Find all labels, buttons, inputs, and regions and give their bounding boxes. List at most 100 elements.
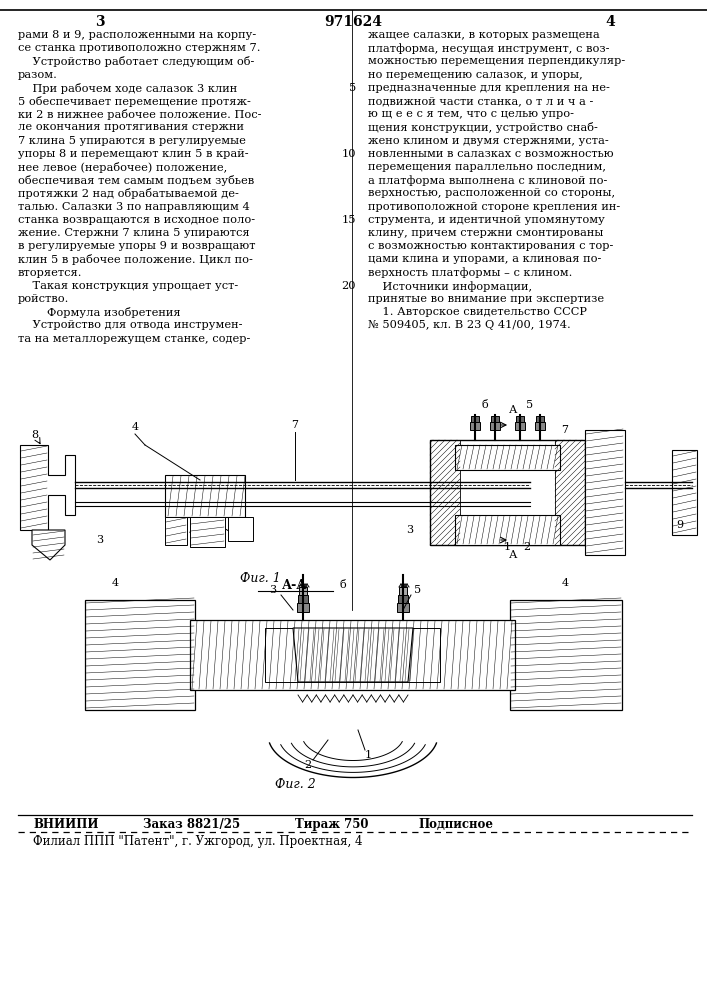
Text: 3: 3 [407, 525, 414, 535]
Text: а платформа выполнена с клиновой по-: а платформа выполнена с клиновой по- [368, 175, 607, 186]
Text: жащее салазки, в которых размещена: жащее салазки, в которых размещена [368, 30, 600, 40]
Text: перемещения параллельно последним,: перемещения параллельно последним, [368, 162, 606, 172]
Text: щения конструкции, устройство снаб-: щения конструкции, устройство снаб- [368, 122, 598, 133]
Bar [455, 515, 560, 545]
Text: 5: 5 [527, 400, 534, 410]
Text: 8: 8 [31, 430, 39, 440]
Bar [585, 430, 625, 555]
Text: Фиг. 2: Фиг. 2 [274, 778, 315, 791]
Text: верхность платформы – с клином.: верхность платформы – с клином. [368, 268, 573, 278]
Text: противоположной стороне крепления ин-: противоположной стороне крепления ин- [368, 202, 620, 212]
Text: но перемещению салазок, и упоры,: но перемещению салазок, и упоры, [368, 70, 583, 80]
Bar [430, 440, 585, 545]
Text: можностью перемещения перпендикуляр-: можностью перемещения перпендикуляр- [368, 56, 625, 66]
Polygon shape [293, 628, 413, 682]
Text: Устройство для отвода инструмен-: Устройство для отвода инструмен- [18, 320, 243, 330]
Text: Формула изобретения: Формула изобретения [18, 307, 180, 318]
Bar [228, 517, 253, 541]
Text: 3: 3 [96, 535, 103, 545]
Text: 9: 9 [677, 520, 684, 530]
Text: вторяется.: вторяется. [18, 268, 83, 278]
Bar [299, 587, 307, 595]
Text: 15: 15 [341, 215, 356, 225]
Text: Заказ 8821/25: Заказ 8821/25 [143, 818, 240, 831]
Text: Такая конструкция упрощает уст-: Такая конструкция упрощает уст- [18, 281, 238, 291]
Text: 7: 7 [561, 425, 568, 435]
Text: 1. Авторское свидетельство СССР: 1. Авторское свидетельство СССР [368, 307, 587, 317]
Text: 2: 2 [523, 542, 530, 552]
Text: 4: 4 [132, 422, 139, 432]
Bar [491, 416, 499, 422]
Text: разом.: разом. [18, 70, 58, 80]
Text: Фиг. 1: Фиг. 1 [240, 572, 281, 585]
Text: с возможностью контактирования с тор-: с возможностью контактирования с тор- [368, 241, 614, 251]
Text: верхностью, расположенной со стороны,: верхностью, расположенной со стороны, [368, 188, 615, 198]
Text: упоры 8 и перемещают клин 5 в край-: упоры 8 и перемещают клин 5 в край- [18, 149, 249, 159]
Bar [398, 595, 408, 603]
Text: 1: 1 [503, 542, 510, 552]
Bar [165, 475, 245, 517]
Bar [510, 600, 622, 710]
Bar [455, 445, 560, 470]
Polygon shape [32, 530, 65, 560]
Text: б: б [339, 580, 346, 590]
Text: 4: 4 [561, 578, 568, 588]
Text: Филиал ППП "Патент", г. Ужгород, ул. Проектная, 4: Филиал ППП "Патент", г. Ужгород, ул. Про… [33, 835, 363, 848]
Text: ВНИИПИ: ВНИИПИ [33, 818, 98, 831]
Text: ю щ е е с я тем, что с целью упро-: ю щ е е с я тем, что с целью упро- [368, 109, 574, 119]
Text: рами 8 и 9, расположенными на корпу-: рами 8 и 9, расположенными на корпу- [18, 30, 256, 40]
Text: платформа, несущая инструмент, с воз-: платформа, несущая инструмент, с воз- [368, 43, 609, 54]
Text: 4: 4 [112, 578, 119, 588]
Text: в регулируемые упоры 9 и возвращают: в регулируемые упоры 9 и возвращают [18, 241, 255, 251]
Bar [397, 603, 409, 612]
Text: талью. Салазки 3 по направляющим 4: талью. Салазки 3 по направляющим 4 [18, 202, 250, 212]
Bar [85, 600, 195, 710]
Text: ки 2 в нижнее рабочее положение. Пос-: ки 2 в нижнее рабочее положение. Пос- [18, 109, 262, 120]
Text: А: А [509, 405, 518, 415]
Bar [535, 422, 545, 430]
Bar [555, 440, 585, 545]
Text: 3: 3 [95, 15, 105, 29]
Text: 5: 5 [349, 83, 356, 93]
Text: струмента, и идентичной упомянутому: струмента, и идентичной упомянутому [368, 215, 605, 225]
Bar [470, 422, 480, 430]
Text: принятые во внимание при экспертизе: принятые во внимание при экспертизе [368, 294, 604, 304]
Text: 4: 4 [605, 15, 615, 29]
Text: ройство.: ройство. [18, 294, 69, 304]
Text: протяжки 2 над обрабатываемой де-: протяжки 2 над обрабатываемой де- [18, 188, 239, 199]
Bar [536, 416, 544, 422]
Bar [471, 416, 479, 422]
Text: 7: 7 [291, 420, 298, 430]
Bar [190, 517, 225, 547]
Text: Тираж 750: Тираж 750 [295, 818, 368, 831]
Bar [190, 620, 515, 690]
Text: 7 клина 5 упираются в регулируемые: 7 клина 5 упираются в регулируемые [18, 136, 246, 146]
Text: 10: 10 [341, 149, 356, 159]
Text: предназначенные для крепления на не-: предназначенные для крепления на не- [368, 83, 610, 93]
Text: 1: 1 [364, 750, 372, 760]
Text: Подписное: Подписное [418, 818, 493, 831]
Bar [516, 416, 524, 422]
Text: А-А: А-А [282, 579, 308, 592]
Bar [672, 450, 697, 535]
Text: се станка противоположно стержням 7.: се станка противоположно стержням 7. [18, 43, 260, 53]
Text: 3: 3 [269, 585, 276, 595]
Text: жение. Стержни 7 клина 5 упираются: жение. Стержни 7 клина 5 упираются [18, 228, 250, 238]
Text: При рабочем ходе салазок 3 клин: При рабочем ходе салазок 3 клин [18, 83, 238, 94]
Text: цами клина и упорами, а клиновая по-: цами клина и упорами, а клиновая по- [368, 254, 602, 264]
Text: Источники информации,: Источники информации, [368, 281, 532, 292]
Text: 2: 2 [305, 760, 312, 770]
Text: б: б [481, 400, 489, 410]
Text: 5 обеспечивает перемещение протяж-: 5 обеспечивает перемещение протяж- [18, 96, 251, 107]
Text: подвижной части станка, о т л и ч а -: подвижной части станка, о т л и ч а - [368, 96, 593, 106]
Text: Устройство работает следующим об-: Устройство работает следующим об- [18, 56, 255, 67]
Text: А: А [509, 550, 518, 560]
Text: 971624: 971624 [324, 15, 382, 29]
Bar [430, 440, 460, 545]
Text: 5: 5 [414, 585, 421, 595]
Bar [297, 603, 309, 612]
Text: та на металлорежущем станке, содер-: та на металлорежущем станке, содер- [18, 334, 250, 344]
Bar [490, 422, 500, 430]
Text: станка возвращаются в исходное поло-: станка возвращаются в исходное поло- [18, 215, 255, 225]
Text: жено клином и двумя стержнями, уста-: жено клином и двумя стержнями, уста- [368, 136, 609, 146]
